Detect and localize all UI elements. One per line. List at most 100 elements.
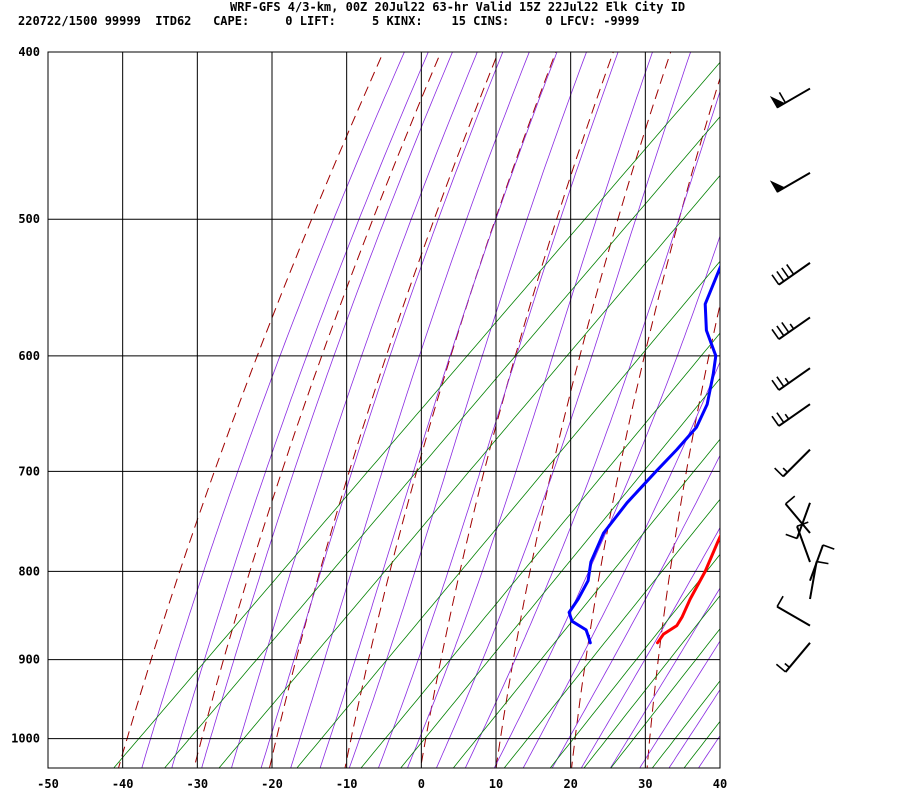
wind-barb-pennant (769, 96, 786, 109)
moist-adiabat-line (290, 52, 530, 768)
background-lines (113, 14, 900, 783)
wind-barb (771, 316, 811, 341)
mixing-ratio-line (610, 628, 720, 768)
wind-barb-flag (822, 544, 835, 550)
dry-adiabat-line (495, 52, 672, 768)
wind-barb-flag (776, 376, 785, 388)
moist-adiabat-line (407, 52, 653, 768)
moist-adiabat-line (260, 52, 504, 768)
dry-adiabat-line (874, 14, 900, 783)
wind-barb (769, 171, 811, 193)
moist-adiabat-line (580, 526, 720, 768)
x-tick-label: -10 (336, 777, 358, 791)
dry-adiabat-line (344, 52, 557, 768)
wind-barb-staff (778, 403, 811, 427)
tick-labels: -50 -40 -30 -20 -10 0 10 20 30 40 400 500 600 700 800 9… (11, 45, 727, 791)
wind-barb (796, 521, 811, 563)
wind-barb-flag (776, 412, 785, 424)
wind-barb-staff (776, 605, 811, 627)
wind-barbs (769, 87, 835, 673)
moist-adiabat-line (493, 234, 720, 768)
moist-adiabat-line (171, 52, 429, 768)
wind-barb-staff (796, 525, 811, 563)
wind-barb-staff (782, 448, 811, 478)
moist-adiabat-line (201, 52, 453, 768)
y-tick-label: 800 (18, 564, 40, 578)
wind-barb-flag (781, 267, 790, 279)
dry-adiabat-line (420, 52, 614, 768)
moist-adiabat-line (435, 52, 692, 768)
series-group (567, 263, 720, 645)
x-tick-label: 20 (563, 777, 577, 791)
wind-barb-flag (776, 325, 785, 337)
mixing-ratio-line (583, 595, 720, 768)
dewpoint-profile-line (567, 263, 720, 645)
wind-barb-half-flag (789, 323, 795, 330)
wind-barb-flag (776, 270, 785, 282)
wind-barb-half-flag (782, 467, 788, 473)
wind-barb-staff (778, 262, 811, 286)
wind-barb-staff (784, 503, 811, 534)
mixing-ratio-line (549, 553, 720, 768)
moist-adiabat-line (319, 52, 558, 768)
y-tick-label: 1000 (11, 732, 40, 746)
wind-barb (784, 495, 811, 534)
wind-barb-pennant (769, 180, 786, 193)
x-tick-label: 40 (713, 777, 727, 791)
dry-adiabat-line (798, 14, 900, 783)
moist-adiabat-line (609, 587, 720, 768)
x-tick-label: 0 (418, 777, 425, 791)
wind-barb (771, 367, 811, 391)
wind-barb-half-flag (784, 662, 790, 668)
wind-barb (776, 595, 811, 627)
y-tick-label: 900 (18, 653, 40, 667)
moist-adiabat-line (639, 640, 720, 768)
moist-adiabat-line (522, 360, 720, 768)
wind-barb-staff (778, 367, 811, 391)
moist-adiabat-line (141, 52, 405, 768)
mixing-ratio-line (164, 116, 720, 768)
chart-header-line-1: WRF-GFS 4/3-km, 00Z 20Jul22 63-hr Valid … (230, 0, 686, 14)
mixing-ratio-line (452, 438, 720, 768)
y-tick-label: 700 (18, 464, 40, 478)
dry-adiabat-line (646, 302, 720, 768)
moist-adiabat-line (231, 52, 478, 768)
wind-barb-half-flag (784, 377, 790, 384)
moist-adiabat-line (668, 689, 720, 768)
wind-barb-flag (771, 379, 780, 391)
y-tick-label: 600 (18, 349, 40, 363)
mixing-ratio-line (503, 498, 720, 768)
wind-barb-staff (784, 642, 811, 673)
moist-adiabat-line (464, 90, 720, 768)
dry-adiabat-line (722, 14, 854, 783)
chart-header-line-2: 220722/1500 99999 ITD62 CAPE: 0 LIFT: 5 … (18, 14, 640, 28)
wind-barb-flag (771, 274, 780, 286)
mixing-ratio-line (296, 260, 720, 768)
wind-barb (809, 560, 829, 600)
wind-barb-flag (771, 415, 780, 427)
grid-lines (47, 51, 721, 769)
x-tick-label: -20 (261, 777, 283, 791)
y-tick-label: 500 (18, 212, 40, 226)
wind-barb-flag (816, 560, 829, 565)
wind-barb-flag (796, 521, 809, 528)
mixing-ratio-line (360, 332, 720, 768)
dry-adiabat-line (571, 76, 720, 768)
wind-barb-flag (786, 264, 795, 275)
plot-frame (47, 51, 721, 769)
wind-barb-half-flag (784, 413, 790, 420)
wind-barb (775, 642, 811, 673)
wind-barb-staff (809, 561, 818, 600)
temperature-profile-line (656, 533, 720, 645)
wind-barb-flag (774, 467, 784, 478)
wind-barb-flag (775, 663, 787, 673)
wind-barb-flag (785, 533, 798, 540)
wind-barb (771, 262, 811, 286)
x-tick-label: 10 (489, 777, 503, 791)
wind-barb (769, 87, 811, 109)
dry-adiabat-line (117, 52, 384, 768)
wind-barb (771, 403, 811, 427)
wind-barb-flag (776, 595, 784, 607)
moist-adiabat-line (348, 52, 587, 768)
